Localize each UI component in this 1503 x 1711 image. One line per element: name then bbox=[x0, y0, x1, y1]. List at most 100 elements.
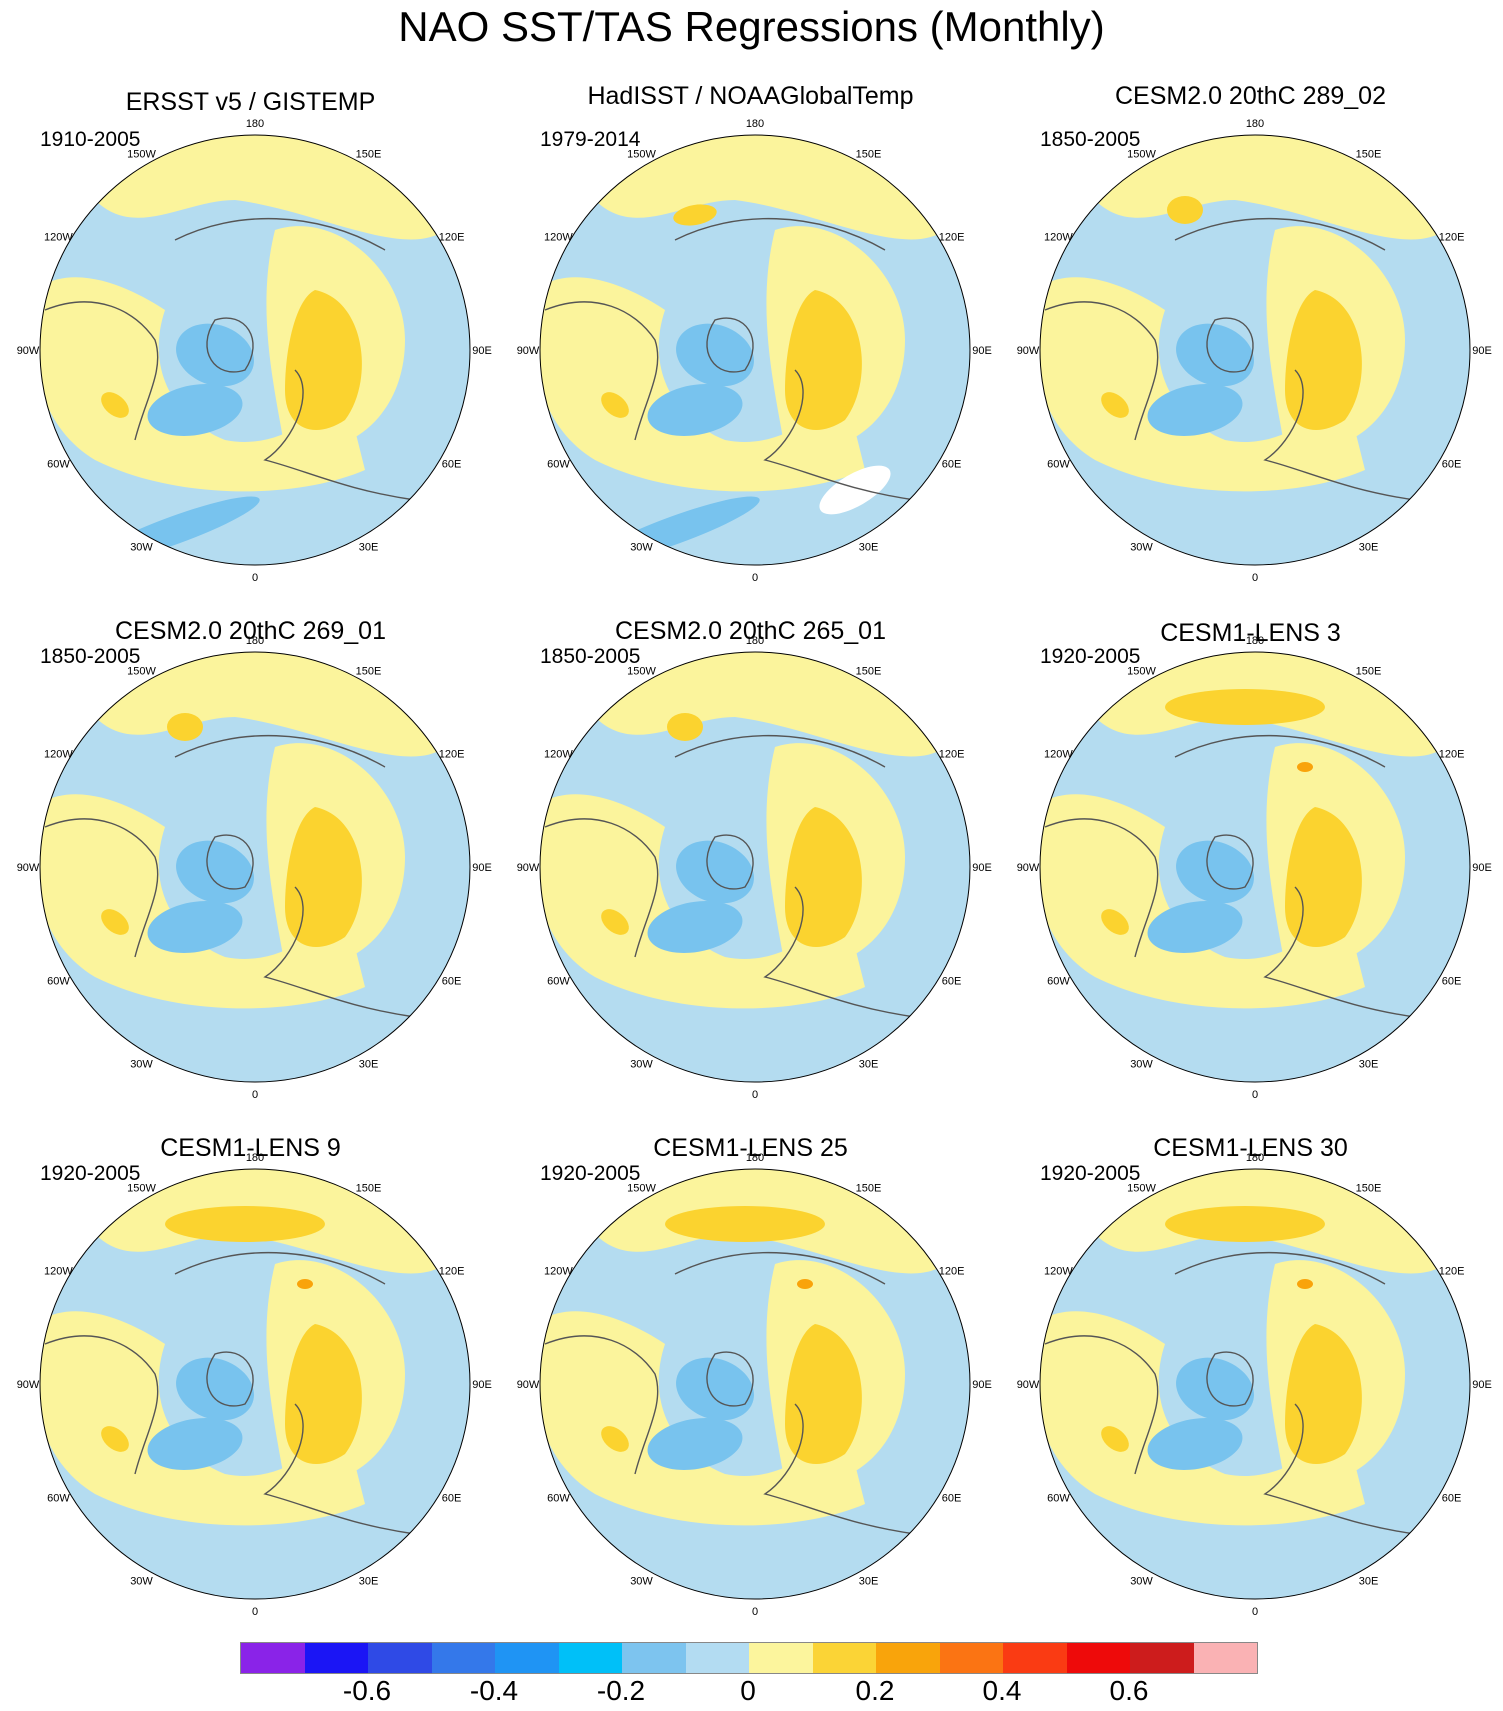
arctic-cold-anomaly bbox=[1176, 323, 1254, 387]
europe-coastline bbox=[263, 1403, 416, 1535]
longitude-label-right-low: 60E bbox=[942, 1493, 962, 1505]
map-boundary bbox=[39, 651, 471, 1083]
longitude-label-left-mid: 90W bbox=[1017, 345, 1040, 357]
longitude-label-left-low: 60W bbox=[547, 1493, 570, 1505]
greenland-coastline bbox=[706, 1351, 754, 1407]
longitude-label-right-high: 120E bbox=[939, 1266, 965, 1278]
longitude-label-top: 180 bbox=[1246, 1152, 1264, 1164]
map-boundary bbox=[539, 134, 971, 566]
map-panel: CESM1-LENS 30 180 150E 120E 90E 60E 30E 0 30W 60W… bbox=[1000, 1112, 1501, 1628]
longitude-label-lower-left: 30W bbox=[1130, 1576, 1153, 1588]
longitude-label-lower-left: 30W bbox=[630, 1059, 653, 1071]
pacific-warm-core bbox=[665, 1206, 825, 1242]
arctic-cold-anomaly bbox=[176, 323, 254, 387]
siberia-coastline bbox=[174, 217, 386, 251]
longitude-label-left-low: 60W bbox=[47, 976, 70, 988]
subpolar-cold-anomaly bbox=[147, 901, 243, 953]
greenland-coastline bbox=[206, 317, 254, 373]
subpolar-cold-anomaly bbox=[647, 1418, 743, 1470]
period-label: 1850-2005 bbox=[540, 645, 641, 668]
map-panel: HadISST / NOAAGlobalTemp 180 150E 120E 90E 60… bbox=[500, 78, 1001, 594]
colorbar-tick-label: 0.6 bbox=[1109, 1675, 1149, 1706]
longitude-label-right-low: 60E bbox=[1442, 976, 1462, 988]
longitude-label-bottom: 0 bbox=[1252, 1606, 1258, 1618]
longitude-label-left-mid: 90W bbox=[517, 862, 540, 874]
longitude-label-upper-right: 150E bbox=[356, 148, 382, 160]
polar-map: 180 150E 120E 90E 60E 30E 0 30W 60W 90W 120W 150W bbox=[17, 118, 492, 584]
subtropical-warm-band bbox=[40, 1311, 365, 1526]
longitude-label-upper-left: 150W bbox=[127, 148, 156, 160]
subpolar-cold-anomaly bbox=[147, 384, 243, 436]
longitude-label-right-mid: 90E bbox=[472, 345, 492, 357]
north-america-coastline bbox=[544, 1335, 659, 1475]
europe-coastline bbox=[263, 886, 416, 1018]
gulf-stream-warm-spot bbox=[101, 909, 129, 935]
panel-title: CESM2.0 20thC 269_01 bbox=[114, 617, 386, 645]
longitude-label-right-mid: 90E bbox=[972, 1379, 992, 1391]
pacific-warm-core bbox=[1165, 1206, 1325, 1242]
longitude-label-bottom: 0 bbox=[252, 1606, 258, 1618]
colorbar-cell bbox=[1003, 1643, 1067, 1673]
longitude-label-right-low: 60E bbox=[1442, 459, 1462, 471]
colorbar-tick-label: -0.6 bbox=[342, 1675, 392, 1706]
longitude-label-lower-left: 30W bbox=[130, 1059, 153, 1071]
longitude-label-top: 180 bbox=[746, 1152, 764, 1164]
longitude-label-right-low: 60E bbox=[442, 976, 462, 988]
pacific-warm-spot bbox=[167, 713, 203, 741]
colorbar-cell bbox=[939, 1643, 1003, 1673]
scandinavia-warm-core bbox=[1285, 807, 1362, 947]
europe-coastline bbox=[1263, 369, 1416, 501]
map-field bbox=[540, 652, 970, 1082]
longitude-label-bottom: 0 bbox=[252, 572, 258, 584]
longitude-label-right-low: 60E bbox=[1442, 1493, 1462, 1505]
longitude-label-right-high: 120E bbox=[439, 749, 465, 761]
scandinavia-warm-core bbox=[785, 1324, 862, 1464]
period-label: 1979-2014 bbox=[540, 128, 641, 151]
longitude-label-right-mid: 90E bbox=[472, 1379, 492, 1391]
panel-title: CESM1-LENS 30 bbox=[1153, 1134, 1348, 1162]
gulf-stream-warm-spot bbox=[101, 392, 129, 418]
period-label: 1850-2005 bbox=[40, 645, 141, 668]
longitude-label-lower-right: 30E bbox=[359, 1576, 379, 1588]
north-america-coastline bbox=[44, 1335, 159, 1475]
period-label: 1910-2005 bbox=[40, 128, 141, 151]
subpolar-cold-anomaly bbox=[1147, 384, 1243, 436]
longitude-label-right-low: 60E bbox=[942, 976, 962, 988]
europe-coastline bbox=[763, 886, 916, 1018]
longitude-label-upper-left: 150W bbox=[627, 148, 656, 160]
longitude-label-upper-right: 150E bbox=[856, 148, 882, 160]
europe-coastline bbox=[1263, 1403, 1416, 1535]
map-field bbox=[540, 1169, 970, 1599]
longitude-label-top: 180 bbox=[1246, 635, 1264, 647]
map-panel: CESM1-LENS 9 180 150E 120E 90E 60E 30E 0 30W 60W 9… bbox=[0, 1112, 501, 1628]
pacific-warm-spot bbox=[667, 713, 703, 741]
north-america-coastline bbox=[1044, 1335, 1159, 1475]
longitude-label-left-mid: 90W bbox=[17, 1379, 40, 1391]
longitude-label-right-high: 120E bbox=[1439, 1266, 1465, 1278]
colorbar-labels: -0.6 -0.4 -0.2 0 0.2 0.4 0.6 bbox=[0, 1675, 1503, 1711]
gulf-stream-warm-spot bbox=[1101, 909, 1129, 935]
colorbar-cell bbox=[241, 1643, 305, 1673]
longitude-label-upper-right: 150E bbox=[1356, 148, 1382, 160]
longitude-label-left-mid: 90W bbox=[1017, 1379, 1040, 1391]
subtropical-warm-band bbox=[40, 794, 365, 1009]
colorbar-cell bbox=[812, 1643, 876, 1673]
map-boundary bbox=[539, 651, 971, 1083]
colorbar-cell bbox=[1130, 1643, 1194, 1673]
europe-coastline bbox=[263, 369, 416, 501]
longitude-label-upper-left: 150W bbox=[627, 1182, 656, 1194]
panel-title: HadISST / NOAAGlobalTemp bbox=[587, 82, 914, 110]
siberia-warm-spot bbox=[1297, 1279, 1313, 1289]
siberia-coastline bbox=[674, 217, 886, 251]
map-boundary bbox=[39, 134, 471, 566]
map-boundary bbox=[1039, 134, 1471, 566]
polar-map: 180 150E 120E 90E 60E 30E 0 30W 60W 90W 120W 150W bbox=[517, 1152, 992, 1618]
siberia-coastline bbox=[674, 1251, 886, 1285]
longitude-label-lower-left: 30W bbox=[1130, 1059, 1153, 1071]
pacific-warm-core bbox=[1165, 689, 1325, 725]
longitude-label-left-low: 60W bbox=[547, 459, 570, 471]
siberia-warm-spot bbox=[797, 1279, 813, 1289]
polar-map: 180 150E 120E 90E 60E 30E 0 30W 60W 90W 120W 150W bbox=[1017, 118, 1492, 584]
panel-title: ERSST v5 / GISTEMP bbox=[125, 88, 376, 116]
longitude-label-right-mid: 90E bbox=[1472, 1379, 1492, 1391]
